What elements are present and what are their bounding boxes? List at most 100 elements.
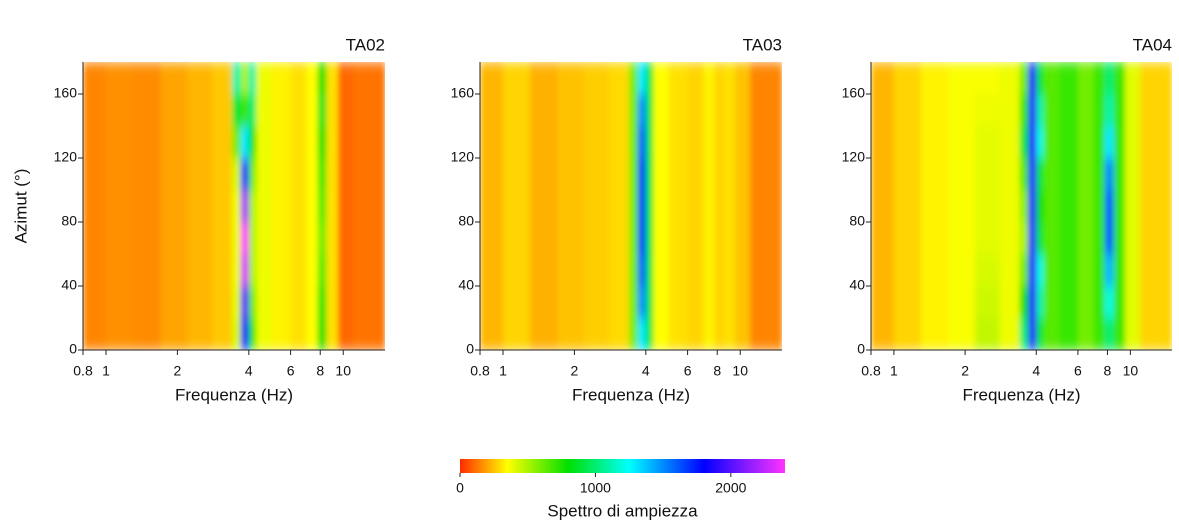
heat-cell	[871, 62, 895, 95]
heat-cell	[948, 190, 976, 223]
heat-cell	[1028, 158, 1037, 191]
heat-cell	[1113, 318, 1126, 350]
heat-cell	[1028, 286, 1037, 319]
heat-cell	[187, 286, 213, 319]
heat-cell	[133, 222, 162, 255]
heat-cell	[1043, 286, 1060, 319]
heat-cell	[609, 318, 630, 350]
heat-cell	[326, 318, 339, 350]
heat-cell	[212, 62, 233, 95]
heat-cell	[668, 254, 689, 287]
heat-cell	[584, 254, 610, 287]
heat-cell	[105, 254, 134, 287]
heat-cell	[353, 62, 385, 95]
heat-cell	[974, 318, 1001, 350]
heat-cell	[723, 286, 736, 319]
y-tick-label: 80	[458, 213, 474, 229]
heat-cell	[105, 62, 134, 95]
heat-cell	[668, 190, 689, 223]
heat-cell	[1093, 62, 1106, 95]
heat-cell	[723, 158, 736, 191]
heat-cell	[337, 286, 354, 319]
heat-cell	[734, 254, 751, 287]
heat-cell	[1028, 254, 1037, 287]
heat-cell	[920, 318, 949, 350]
heat-cell	[326, 126, 339, 159]
heat-cell	[999, 286, 1021, 319]
heat-cell	[637, 126, 647, 159]
heat-cell	[1036, 318, 1045, 350]
heat-cell	[105, 222, 134, 255]
heat-cell	[687, 222, 704, 255]
heat-cell	[480, 254, 504, 287]
heat-cell	[629, 318, 639, 350]
heat-cell	[256, 190, 273, 223]
heat-cell	[723, 190, 736, 223]
heat-cell	[893, 126, 922, 159]
heat-cell	[317, 190, 327, 223]
x-tick-label: 4	[642, 363, 650, 379]
x-tick-label: 6	[287, 363, 295, 379]
heat-cell	[271, 222, 292, 255]
y-tick-label: 160	[54, 85, 78, 101]
heat-cell	[871, 190, 895, 223]
heat-cell	[668, 62, 689, 95]
heat-cell	[240, 286, 250, 319]
heat-cell	[750, 222, 782, 255]
heat-cell	[871, 126, 895, 159]
heat-cell	[1125, 286, 1141, 319]
heat-cell	[160, 286, 188, 319]
heat-cell	[1028, 126, 1037, 159]
heatmap	[83, 62, 385, 350]
heat-cell	[337, 222, 354, 255]
heat-cell	[703, 158, 716, 191]
y-tick-label: 120	[842, 149, 866, 165]
heat-cell	[337, 62, 354, 95]
x-tick-label: 6	[1074, 363, 1082, 379]
heat-cell	[893, 190, 922, 223]
heat-cell	[248, 286, 257, 319]
x-tick-label: 10	[335, 363, 351, 379]
heat-cell	[480, 286, 504, 319]
heat-cell	[1059, 286, 1079, 319]
heat-cell	[645, 190, 654, 223]
heat-cell	[1036, 254, 1045, 287]
heat-cell	[1125, 94, 1141, 127]
heat-cell	[248, 318, 257, 350]
heat-cell	[232, 254, 242, 287]
heat-cell	[160, 222, 188, 255]
colorbar-tick-label: 0	[456, 480, 464, 496]
heat-cell	[337, 126, 354, 159]
heat-cell	[999, 318, 1021, 350]
heat-cell	[83, 126, 107, 159]
heat-cell	[723, 62, 736, 95]
heat-cell	[1077, 318, 1095, 350]
heat-cell	[1059, 318, 1079, 350]
heat-cell	[480, 94, 504, 127]
heat-cell	[1077, 190, 1095, 223]
x-tick-label: 2	[571, 363, 579, 379]
heat-cell	[948, 222, 976, 255]
y-tick-label: 80	[61, 213, 77, 229]
heat-cell	[999, 222, 1021, 255]
heat-cell	[306, 190, 319, 223]
heat-cell	[1059, 62, 1079, 95]
heat-cell	[629, 62, 639, 95]
heat-cell	[105, 94, 134, 127]
heat-cell	[187, 94, 213, 127]
heat-cell	[637, 254, 647, 287]
heat-cell	[557, 254, 585, 287]
heat-cell	[353, 318, 385, 350]
heat-cell	[750, 286, 782, 319]
heat-cell	[714, 318, 724, 350]
heat-cell	[750, 190, 782, 223]
y-tick-label: 120	[54, 149, 78, 165]
heat-cell	[105, 158, 134, 191]
heat-cell	[999, 158, 1021, 191]
heat-cell	[240, 158, 250, 191]
heat-cell	[734, 158, 751, 191]
heat-cell	[256, 254, 273, 287]
heat-cell	[750, 318, 782, 350]
heat-cell	[187, 62, 213, 95]
heat-cell	[653, 158, 670, 191]
